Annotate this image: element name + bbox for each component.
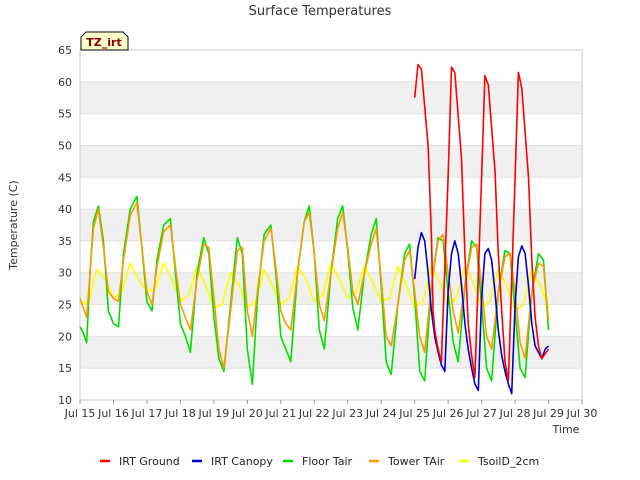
x-tick-label: Jul 16 <box>97 407 129 420</box>
x-tick-label: Jul 29 <box>532 407 564 420</box>
x-tick-label: Jul 20 <box>231 407 263 420</box>
x-tick-label: Jul 25 <box>398 407 430 420</box>
x-tick-label: Jul 30 <box>566 407 598 420</box>
y-tick-label: 30 <box>58 267 72 280</box>
grid-band <box>80 81 582 114</box>
x-tick-label: Jul 28 <box>499 407 531 420</box>
x-tick-label: Jul 26 <box>432 407 464 420</box>
legend-item: IRT Ground <box>100 455 180 468</box>
y-tick-label: 45 <box>58 171 72 184</box>
site-label: TZ_irt <box>86 36 121 49</box>
series-line-tower-tair <box>79 201 550 370</box>
chart-title: Surface Temperatures <box>249 4 392 19</box>
series-line-tsoild-2cm <box>79 262 550 312</box>
legend-item: IRT Canopy <box>192 455 273 468</box>
x-tick-label: Jul 23 <box>331 407 363 420</box>
x-tick-label: Jul 19 <box>197 407 229 420</box>
legend-label: Floor Tair <box>302 455 353 468</box>
series-line-irt-ground <box>413 63 550 382</box>
grid-band <box>80 336 582 369</box>
x-axis-label: Time <box>552 423 580 436</box>
y-tick-label: 35 <box>58 235 72 248</box>
legend-item: Tower TAir <box>369 455 445 468</box>
y-tick-label: 50 <box>58 139 72 152</box>
legend: IRT Ground IRT Canopy Floor Tair Tower TAir… <box>100 455 539 468</box>
y-axis-label: Temperature (C) <box>7 180 20 270</box>
y-tick-label: 25 <box>58 299 72 312</box>
legend-label: TsoilD_2cm <box>477 455 539 468</box>
y-tick-label: 60 <box>58 76 72 89</box>
x-tick-label: Jul 24 <box>365 407 397 420</box>
legend-label: IRT Ground <box>119 455 180 468</box>
y-tick-label: 65 <box>58 44 72 57</box>
x-tick-label: Jul 22 <box>298 407 330 420</box>
x-tick-label: Jul 15 <box>64 407 96 420</box>
y-axis: 10 15 20 25 30 35 40 45 50 55 60 65 <box>58 44 72 407</box>
grid-band <box>80 209 582 241</box>
gridlines <box>80 49 582 401</box>
x-axis: Jul 15 Jul 16 Jul 17 Jul 18 Jul 19 Jul 20 Jul … <box>64 400 598 420</box>
legend-item: Floor Tair <box>283 455 353 468</box>
series-layer <box>79 63 550 395</box>
y-tick-label: 20 <box>58 330 72 343</box>
legend-item: TsoilD_2cm <box>459 455 539 468</box>
x-tick-label: Jul 17 <box>131 407 163 420</box>
y-tick-label: 55 <box>58 108 72 121</box>
grid-bands <box>80 81 582 369</box>
x-tick-label: Jul 18 <box>164 407 196 420</box>
legend-label: Tower TAir <box>387 455 445 468</box>
plot-frame <box>79 49 583 401</box>
y-tick-label: 10 <box>58 394 72 407</box>
y-tick-label: 15 <box>58 362 72 375</box>
grid-band <box>80 145 582 178</box>
y-tick-label: 40 <box>58 203 72 216</box>
x-tick-label: Jul 27 <box>465 407 497 420</box>
site-label-box: TZ_irt <box>80 31 129 51</box>
x-tick-label: Jul 21 <box>264 407 296 420</box>
legend-label: IRT Canopy <box>211 455 273 468</box>
